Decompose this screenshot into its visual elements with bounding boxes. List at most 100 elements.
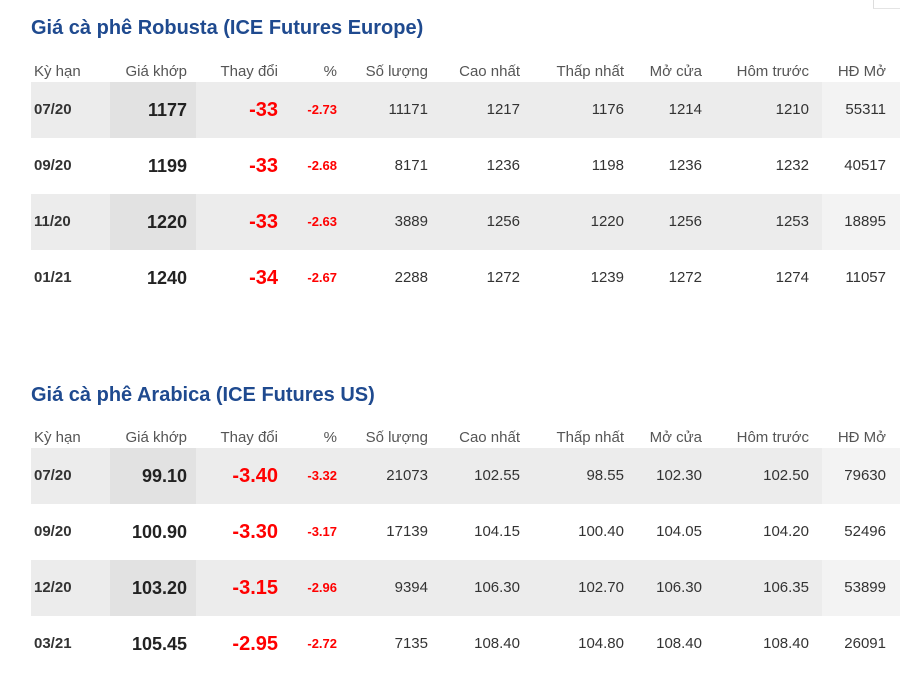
cell-change: -3.15	[232, 577, 278, 599]
col-header-change: Thay đổi	[220, 429, 278, 446]
robusta-table-header: Kỳ hạn Giá khớp Thay đổi % Số lượng Cao …	[0, 61, 900, 83]
cell-term: 01/21	[34, 269, 72, 286]
cell-percent: -2.73	[307, 102, 337, 117]
cell-match-price: 1220	[146, 212, 187, 232]
col-header-previous: Hôm trước	[736, 63, 809, 80]
cell-change: -34	[249, 267, 278, 289]
col-header-volume: Số lượng	[365, 429, 428, 446]
col-header-match-price: Giá khớp	[125, 429, 187, 446]
cell-term: 09/20	[34, 523, 72, 540]
cell-previous: 102.50	[763, 467, 809, 484]
cell-change: -2.95	[232, 633, 278, 655]
cell-term: 11/20	[34, 213, 71, 230]
col-header-previous: Hôm trước	[736, 429, 809, 446]
cell-low: 1176	[591, 101, 624, 118]
row-highlight	[822, 448, 900, 504]
cell-change: -33	[249, 99, 278, 121]
cell-open-interest: 40517	[844, 157, 886, 174]
table-row: 09/20 100.90 -3.30 -3.17 17139 104.15 100.40 10…	[0, 504, 900, 560]
cell-volume: 7135	[394, 635, 428, 652]
cell-low: 102.70	[578, 579, 624, 596]
cell-open: 1236	[668, 157, 702, 174]
cell-match-price: 1199	[147, 156, 187, 176]
row-highlight	[110, 82, 196, 138]
cell-volume: 3889	[394, 213, 428, 230]
arabica-title: Giá cà phê Arabica (ICE Futures US)	[31, 384, 375, 406]
cell-high: 102.55	[474, 467, 520, 484]
row-highlight	[110, 194, 196, 250]
cell-previous: 1253	[775, 213, 809, 230]
col-header-term: Kỳ hạn	[34, 429, 81, 446]
col-header-match-price: Giá khớp	[125, 63, 187, 80]
cell-open: 104.05	[656, 523, 702, 540]
cell-percent: -2.72	[307, 636, 337, 651]
cell-volume: 8171	[394, 157, 428, 174]
cell-previous: 1210	[775, 101, 809, 118]
cell-open: 102.30	[656, 467, 702, 484]
cell-open-interest: 55311	[845, 101, 886, 118]
col-header-open-interest: HĐ Mở	[837, 63, 886, 80]
cell-open: 1214	[668, 101, 702, 118]
col-header-term: Kỳ hạn	[34, 63, 81, 80]
cell-percent: -2.63	[307, 214, 337, 229]
cell-term: 07/20	[34, 467, 72, 484]
table-row: 11/20 1220 -33 -2.63 3889 1256 1220 1256 1253 188…	[0, 194, 900, 250]
arabica-table-header: Kỳ hạn Giá khớp Thay đổi % Số lượng Cao …	[0, 427, 900, 449]
cell-match-price: 99.10	[141, 466, 187, 486]
cell-term: 07/20	[34, 101, 72, 118]
cell-percent: -2.68	[307, 158, 337, 173]
col-header-percent: %	[323, 429, 337, 446]
col-header-high: Cao nhất	[459, 63, 520, 80]
cell-low: 98.55	[586, 467, 624, 484]
row-highlight	[110, 448, 196, 504]
table-row: 03/21 105.45 -2.95 -2.72 7135 108.40 104.80 108…	[0, 616, 900, 672]
cell-previous: 108.40	[763, 635, 809, 652]
cell-high: 106.30	[474, 579, 520, 596]
col-header-change: Thay đổi	[220, 63, 278, 80]
cell-percent: -3.32	[307, 468, 337, 483]
cell-high: 1272	[486, 269, 520, 286]
cell-open: 108.40	[656, 635, 702, 652]
cell-volume: 17139	[386, 523, 428, 540]
cell-high: 1256	[486, 213, 520, 230]
cell-low: 104.80	[578, 635, 624, 652]
col-header-volume: Số lượng	[365, 63, 428, 80]
cell-match-price: 1177	[147, 100, 187, 120]
col-header-low: Thấp nhất	[556, 429, 624, 446]
cell-open-interest: 79630	[844, 467, 886, 484]
cell-previous: 1274	[775, 269, 809, 286]
cell-percent: -3.17	[307, 524, 337, 539]
table-row: 09/20 1199 -33 -2.68 8171 1236 1198 1236 1232 405…	[0, 138, 900, 194]
table-row: 12/20 103.20 -3.15 -2.96 9394 106.30 102.70 106…	[0, 560, 900, 616]
cell-change: -3.30	[232, 521, 278, 543]
table-row: 07/20 1177 -33 -2.73 11171 1217 1176 1214 1210 55…	[0, 82, 900, 138]
cell-open-interest: 53899	[844, 579, 886, 596]
row-highlight	[110, 560, 196, 616]
cell-high: 1236	[486, 157, 520, 174]
col-header-open: Mở cửa	[649, 63, 702, 80]
col-header-high: Cao nhất	[459, 429, 520, 446]
cell-open-interest: 52496	[844, 523, 886, 540]
table-row: 07/20 99.10 -3.40 -3.32 21073 102.55 98.55 102.…	[0, 448, 900, 504]
cell-previous: 104.20	[763, 523, 809, 540]
cell-term: 09/20	[34, 157, 72, 174]
cell-match-price: 100.90	[131, 522, 187, 542]
row-highlight	[822, 194, 900, 250]
cell-low: 1239	[590, 269, 624, 286]
scroll-frame-edge	[873, 0, 900, 9]
cell-match-price: 105.45	[131, 634, 187, 654]
cell-open-interest: 11057	[845, 269, 886, 286]
cell-percent: -2.67	[307, 270, 337, 285]
cell-open: 106.30	[656, 579, 702, 596]
cell-change: -33	[249, 155, 278, 177]
cell-low: 100.40	[578, 523, 624, 540]
cell-term: 03/21	[34, 635, 72, 652]
cell-open-interest: 26091	[844, 635, 886, 652]
cell-volume: 9394	[394, 579, 428, 596]
cell-open: 1272	[668, 269, 702, 286]
col-header-percent: %	[323, 63, 337, 80]
robusta-title: Giá cà phê Robusta (ICE Futures Europe)	[31, 17, 424, 39]
col-header-open-interest: HĐ Mở	[837, 429, 886, 446]
cell-previous: 106.35	[763, 579, 809, 596]
cell-match-price: 103.20	[131, 578, 187, 598]
